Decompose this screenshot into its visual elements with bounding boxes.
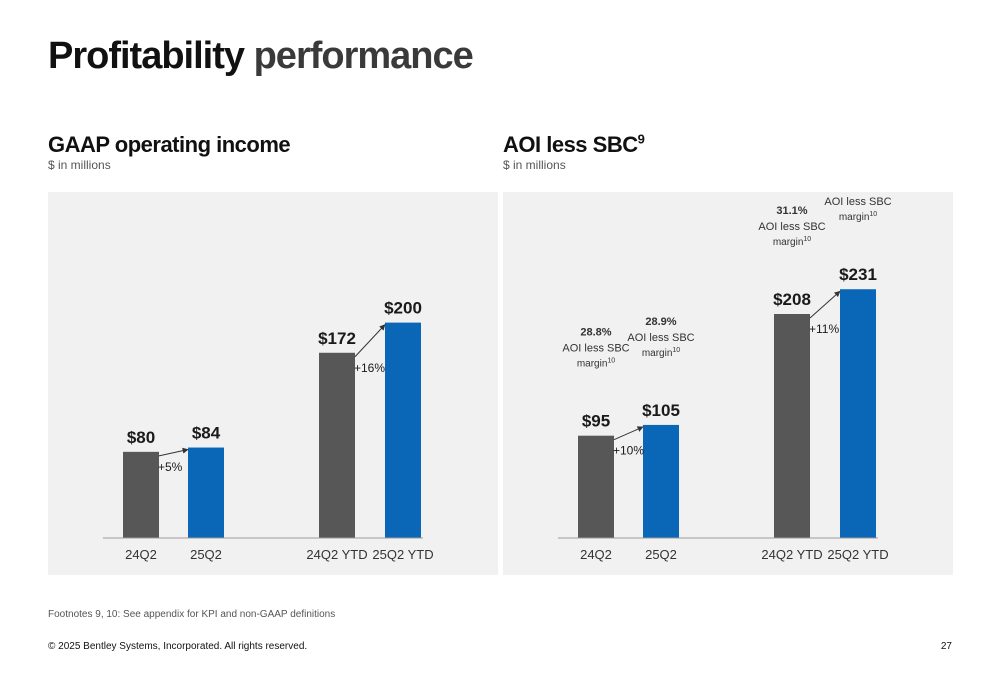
page-title-rest: performance [253,35,474,77]
margin-word: margin10 [642,347,680,359]
margin-annotation-25q2: 28.9% AOI less SBC margin10 [627,316,694,359]
margin-footnote-ref: 10 [672,347,680,354]
chart-title: AOI less SBC9 [503,130,645,160]
margin-word: margin10 [839,211,877,223]
bar-24q2 [578,435,614,538]
x-tick-25q2-ytd: 25Q2 YTD [372,547,433,562]
x-tick-25q2: 25Q2 [190,547,222,562]
aoi-less-sbc-chart: AOI less SBC9 $ in millions $95 24Q2 28.8%… [503,130,953,575]
growth-label-25q2-ytd: +16% [354,361,385,375]
growth-label-25q2-ytd: +11% [809,322,839,336]
bar-25q2-ytd [385,322,421,538]
x-tick-24q2: 24Q2 [125,547,157,562]
page-number: 27 [940,641,952,652]
growth-label-25q2: +5% [158,460,183,474]
margin-footnote-ref: 10 [869,211,877,218]
chart-title-text: AOI less SBC [503,132,638,157]
margin-footnote-ref: 10 [803,236,811,243]
growth-arrow-25q2 [158,447,189,457]
margin-pct: 28.9% [645,316,676,328]
x-tick-24q2-ytd: 24Q2 YTD [761,547,822,562]
growth-arrow-25q2 [613,426,644,441]
value-label-25q2: $84 [192,424,221,443]
page-title: Profitability performance [48,30,474,82]
chart-panel: $95 24Q2 28.8% AOI less SBC margin10 $105 25Q2… [503,192,953,575]
bar-24q2-ytd [774,314,810,538]
margin-word: margin10 [773,236,811,248]
value-label-24q2-ytd: $208 [773,290,811,309]
chart-subtitle: $ in millions [503,158,566,172]
value-label-25q2: $105 [642,401,680,420]
margin-word: margin10 [577,358,615,370]
margin-metric: AOI less SBC [562,343,629,355]
bar-25q2-ytd [840,289,876,538]
bar-25q2 [188,447,224,538]
value-label-24q2: $95 [582,412,610,431]
bar-24q2-ytd [319,352,355,538]
chart-title-text: GAAP operating income [48,132,291,157]
value-label-24q2-ytd: $172 [318,329,356,348]
chart-panel: $80 24Q2 $84 25Q2 $172 24Q2 YTD $200 25Q2 YTD +5… [48,192,498,575]
margin-pct: 28.8% [580,327,611,339]
margin-pct: 31.1% [776,205,807,217]
bar-24q2 [123,451,159,538]
growth-label-25q2: +10% [613,444,644,458]
margin-annotation-24q2-ytd: 31.1% AOI less SBC margin10 [758,205,825,248]
value-label-25q2-ytd: $200 [384,299,422,318]
growth-arrow-25q2-ytd [354,324,386,358]
margin-annotation-24q2: 28.8% AOI less SBC margin10 [562,327,629,370]
page-title-bold: Profitability [48,35,245,77]
value-label-24q2: $80 [127,428,155,447]
x-tick-24q2: 24Q2 [580,547,612,562]
chart-title-footnote-ref: 9 [637,131,645,147]
margin-metric: AOI less SBC [627,332,694,344]
chart-title: GAAP operating income [48,130,291,160]
margin-footnote-ref: 10 [607,358,615,365]
value-label-25q2-ytd: $231 [839,265,877,284]
footnote: Footnotes 9, 10: See appendix for KPI an… [48,609,336,620]
gaap-operating-income-plot: $80 24Q2 $84 25Q2 $172 24Q2 YTD $200 25Q2 YTD +5… [103,299,434,562]
chart-subtitle: $ in millions [48,158,111,172]
margin-metric: AOI less SBC [758,221,825,233]
bar-25q2 [643,424,679,538]
gaap-operating-income-chart: GAAP operating income $ in millions $80 2… [48,130,498,575]
copyright: © 2025 Bentley Systems, Incorporated. Al… [48,641,308,652]
x-tick-25q2: 25Q2 [645,547,677,562]
growth-arrow-25q2-ytd [809,290,841,319]
aoi-less-sbc-plot: $95 24Q2 28.8% AOI less SBC margin10 $105 25Q2… [558,192,892,562]
x-tick-24q2-ytd: 24Q2 YTD [306,547,367,562]
margin-metric: AOI less SBC [824,196,891,208]
x-tick-25q2-ytd: 25Q2 YTD [827,547,888,562]
